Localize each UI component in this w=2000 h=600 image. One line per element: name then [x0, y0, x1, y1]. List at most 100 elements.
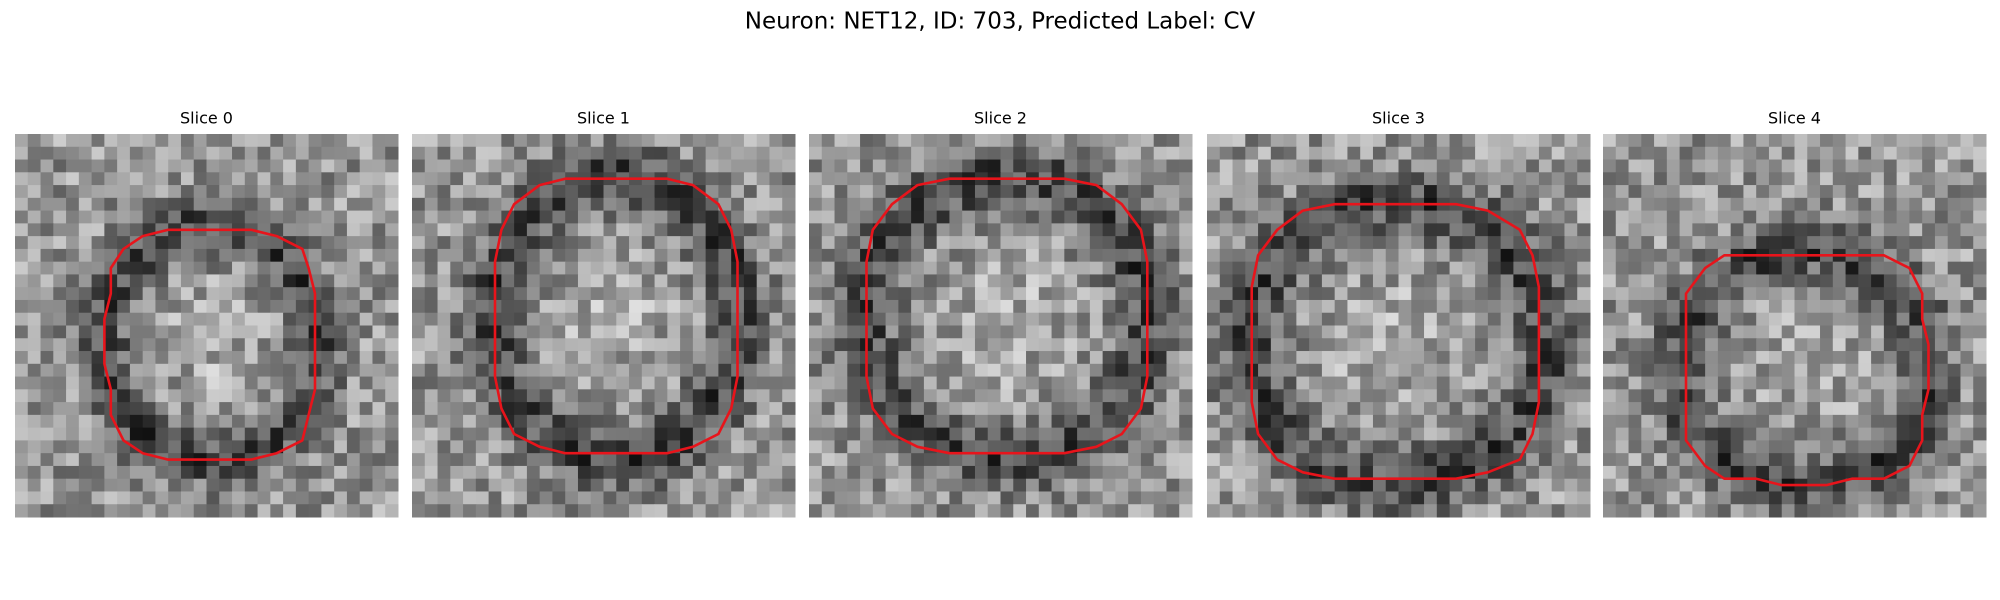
pixel	[692, 146, 707, 161]
pixel	[142, 465, 156, 480]
pixel	[705, 414, 719, 429]
pixel	[257, 134, 271, 148]
pixel	[1166, 414, 1180, 429]
pixel	[565, 312, 579, 326]
pixel	[27, 134, 42, 148]
pixel	[424, 274, 439, 288]
pixel	[1270, 274, 1285, 288]
pixel	[270, 325, 284, 339]
pixel	[629, 312, 643, 326]
pixel	[206, 146, 220, 161]
pixel	[308, 172, 322, 186]
pixel	[834, 478, 848, 492]
pixel	[1603, 185, 1617, 199]
pixel	[193, 491, 207, 505]
pixel	[244, 465, 259, 480]
pixel	[321, 210, 335, 224]
pixel	[1526, 210, 1540, 224]
pixel	[1064, 414, 1078, 429]
pixel	[1013, 325, 1027, 339]
pixel	[1500, 261, 1514, 275]
pixel	[168, 146, 182, 161]
pixel	[577, 248, 592, 263]
pixel	[923, 427, 938, 441]
pixel	[53, 351, 67, 365]
pixel	[705, 159, 719, 173]
pixel	[180, 465, 195, 480]
pixel	[1089, 287, 1104, 301]
pixel	[1372, 159, 1387, 173]
pixel	[1832, 146, 1847, 161]
pixel	[450, 440, 464, 454]
pixel	[1424, 414, 1438, 429]
pixel	[1756, 376, 1770, 390]
pixel	[1360, 210, 1374, 224]
pixel	[385, 299, 399, 314]
pixel	[359, 363, 373, 378]
pixel	[1245, 478, 1259, 492]
pixel	[412, 440, 426, 454]
pixel	[1564, 478, 1578, 492]
pixel	[974, 427, 989, 441]
pixel	[334, 440, 348, 454]
pixel	[1960, 134, 1974, 148]
pixel	[1245, 197, 1259, 212]
pixel	[1896, 351, 1910, 365]
pixel	[1360, 453, 1374, 467]
pixel	[283, 248, 297, 263]
pixel	[911, 453, 925, 467]
pixel	[244, 236, 259, 250]
pixel	[629, 504, 643, 518]
pixel	[1051, 134, 1065, 148]
pixel	[1179, 299, 1193, 314]
pixel	[372, 338, 386, 352]
pixel	[1551, 223, 1565, 237]
pixel	[1462, 478, 1476, 492]
pixel	[743, 146, 758, 161]
pixel	[590, 389, 604, 403]
pixel	[1794, 134, 1808, 148]
pixel	[1309, 261, 1323, 275]
pixel	[359, 402, 373, 416]
pixel	[1628, 299, 1642, 314]
pixel	[616, 453, 630, 467]
pixel	[1038, 440, 1053, 454]
pixel	[1551, 427, 1565, 441]
pixel	[1577, 197, 1591, 212]
pixel	[1871, 351, 1885, 365]
pixel	[1666, 210, 1681, 224]
pixel	[565, 414, 579, 429]
pixel	[1475, 363, 1489, 378]
pixel	[66, 197, 80, 212]
pixel	[514, 465, 528, 480]
pixel	[821, 134, 836, 148]
pixel	[40, 248, 54, 263]
pixel	[1743, 363, 1757, 378]
pixel	[962, 338, 976, 352]
pixel	[1615, 312, 1630, 326]
pixel	[1551, 504, 1565, 518]
pixel	[987, 261, 1001, 275]
pixel	[1038, 210, 1053, 224]
pixel	[1909, 491, 1923, 505]
pixel	[1564, 504, 1578, 518]
pixel	[577, 185, 592, 199]
pixel	[809, 185, 823, 199]
pixel	[1794, 351, 1808, 365]
pixel	[552, 134, 566, 148]
pixel	[1038, 402, 1053, 416]
pixel	[1820, 185, 1834, 199]
pixel	[437, 134, 451, 148]
pixel	[180, 325, 195, 339]
pixel	[641, 197, 656, 212]
pixel	[1883, 414, 1898, 429]
pixel	[1768, 287, 1783, 301]
pixel	[232, 287, 246, 301]
pixel	[1858, 236, 1872, 250]
pixel	[590, 351, 604, 365]
pixel	[1449, 274, 1463, 288]
pixel	[782, 402, 796, 416]
pixel	[1705, 402, 1719, 416]
pixel	[1436, 287, 1451, 301]
pixel	[821, 414, 836, 429]
